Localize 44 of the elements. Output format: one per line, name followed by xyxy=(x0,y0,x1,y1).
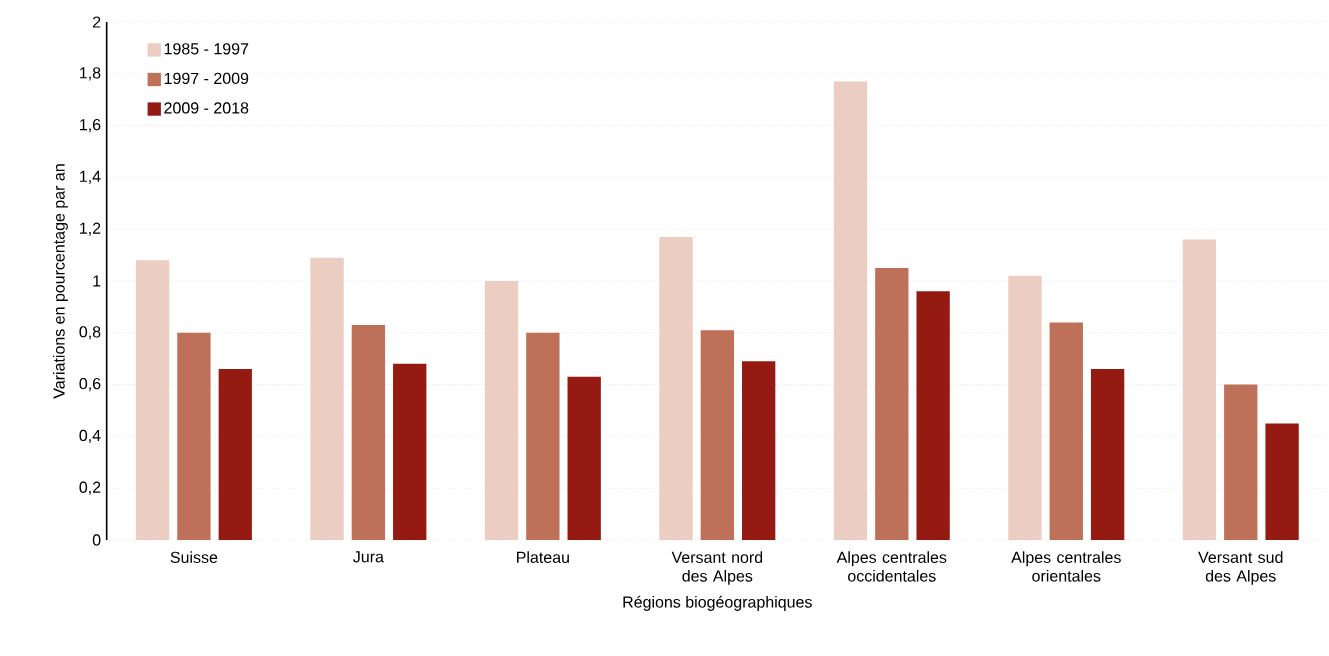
bar xyxy=(1224,384,1258,540)
bar xyxy=(833,81,868,540)
bar xyxy=(177,332,211,540)
bar xyxy=(700,330,734,540)
x-tick-label: Alpes centrales occidentales xyxy=(836,551,947,582)
bar xyxy=(1182,239,1217,540)
bar xyxy=(742,361,776,540)
y-tick-label: 0,8 xyxy=(79,326,101,340)
bar xyxy=(351,325,386,540)
y-tick-label: 1 xyxy=(93,275,101,287)
bar xyxy=(875,268,909,540)
y-tick-label: 1,2 xyxy=(80,222,101,236)
bar xyxy=(916,291,950,540)
bar xyxy=(659,236,693,540)
bar xyxy=(310,257,344,540)
bar xyxy=(1265,423,1299,540)
bar xyxy=(393,363,427,540)
y-tick-label: 0,2 xyxy=(79,481,101,495)
y-tick-label: 0,4 xyxy=(79,429,101,443)
x-tick-label: Versant sud des Alpes xyxy=(1198,551,1283,585)
bar xyxy=(526,332,560,540)
y-tick-label: 2 xyxy=(92,16,101,28)
legend-label: 1985 - 1997 xyxy=(164,43,249,55)
x-tick-label: Suisse xyxy=(170,551,218,564)
bar xyxy=(135,260,170,540)
y-tick-label: 1,4 xyxy=(80,170,101,184)
y-tick-label: 1,8 xyxy=(80,67,101,81)
y-axis-title: Variations en pourcentage par an xyxy=(53,164,68,399)
x-tick-label: Alpes centrales orientales xyxy=(1011,551,1121,582)
y-tick-label: 0,6 xyxy=(79,377,101,392)
bar xyxy=(1049,322,1083,540)
x-axis-title: Régions biogéographiques xyxy=(623,595,812,611)
legend-label: 1997 - 2009 xyxy=(164,72,249,85)
bar xyxy=(484,280,519,540)
y-tick-label: 0 xyxy=(92,534,101,546)
x-tick-label: Jura xyxy=(353,551,384,563)
x-tick-label: Plateau xyxy=(517,551,569,564)
legend-label: 2009 - 2018 xyxy=(164,102,249,114)
y-tick-label: 1,6 xyxy=(80,118,101,133)
x-tick-label: Versant nord des Alpes xyxy=(671,551,763,585)
bar xyxy=(1090,369,1125,540)
bar xyxy=(567,376,601,540)
bar xyxy=(1008,275,1042,540)
bar xyxy=(218,369,252,540)
